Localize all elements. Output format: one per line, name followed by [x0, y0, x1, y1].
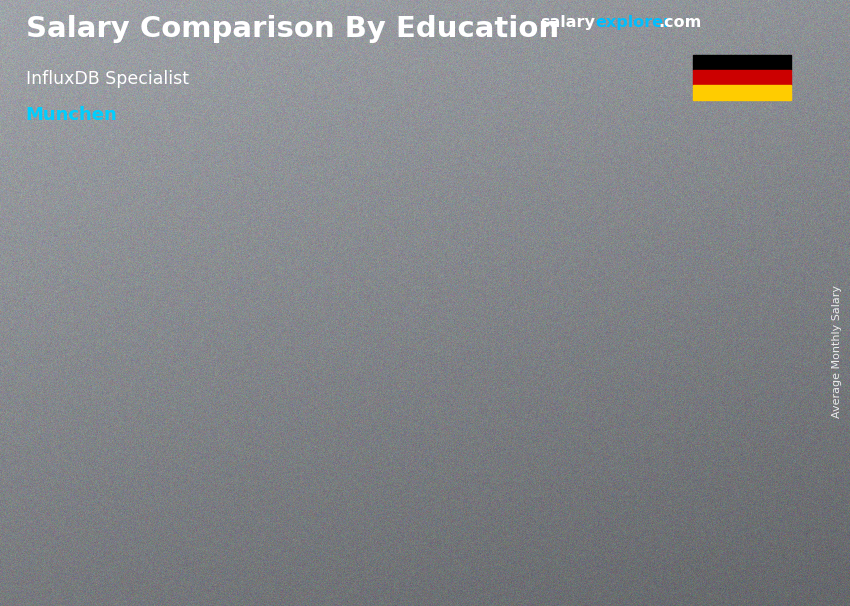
Text: salary: salary — [540, 15, 595, 30]
Bar — [612, 184, 704, 527]
Polygon shape — [704, 170, 720, 527]
Bar — [437, 265, 528, 527]
Polygon shape — [437, 255, 544, 265]
Text: 5,750 EUR: 5,750 EUR — [629, 146, 705, 161]
Text: Salary Comparison By Education: Salary Comparison By Education — [26, 15, 558, 43]
Bar — [261, 347, 352, 527]
Text: explorer: explorer — [595, 15, 672, 30]
Text: +45%: +45% — [359, 225, 430, 245]
Polygon shape — [612, 170, 720, 184]
Text: InfluxDB Specialist: InfluxDB Specialist — [26, 70, 189, 88]
Bar — [85, 373, 177, 527]
Polygon shape — [177, 366, 192, 527]
Text: 4,380 EUR: 4,380 EUR — [435, 231, 512, 247]
Polygon shape — [85, 366, 192, 373]
Text: .com: .com — [659, 15, 702, 30]
Text: Munchen: Munchen — [26, 106, 117, 124]
Polygon shape — [528, 255, 544, 527]
Text: 3,010 EUR: 3,010 EUR — [259, 317, 336, 332]
Text: +17%: +17% — [183, 312, 255, 332]
Polygon shape — [261, 339, 368, 347]
Text: Average Monthly Salary: Average Monthly Salary — [832, 285, 842, 418]
Polygon shape — [352, 339, 368, 527]
Text: 2,580 EUR: 2,580 EUR — [83, 344, 160, 359]
Text: +31%: +31% — [535, 140, 606, 160]
